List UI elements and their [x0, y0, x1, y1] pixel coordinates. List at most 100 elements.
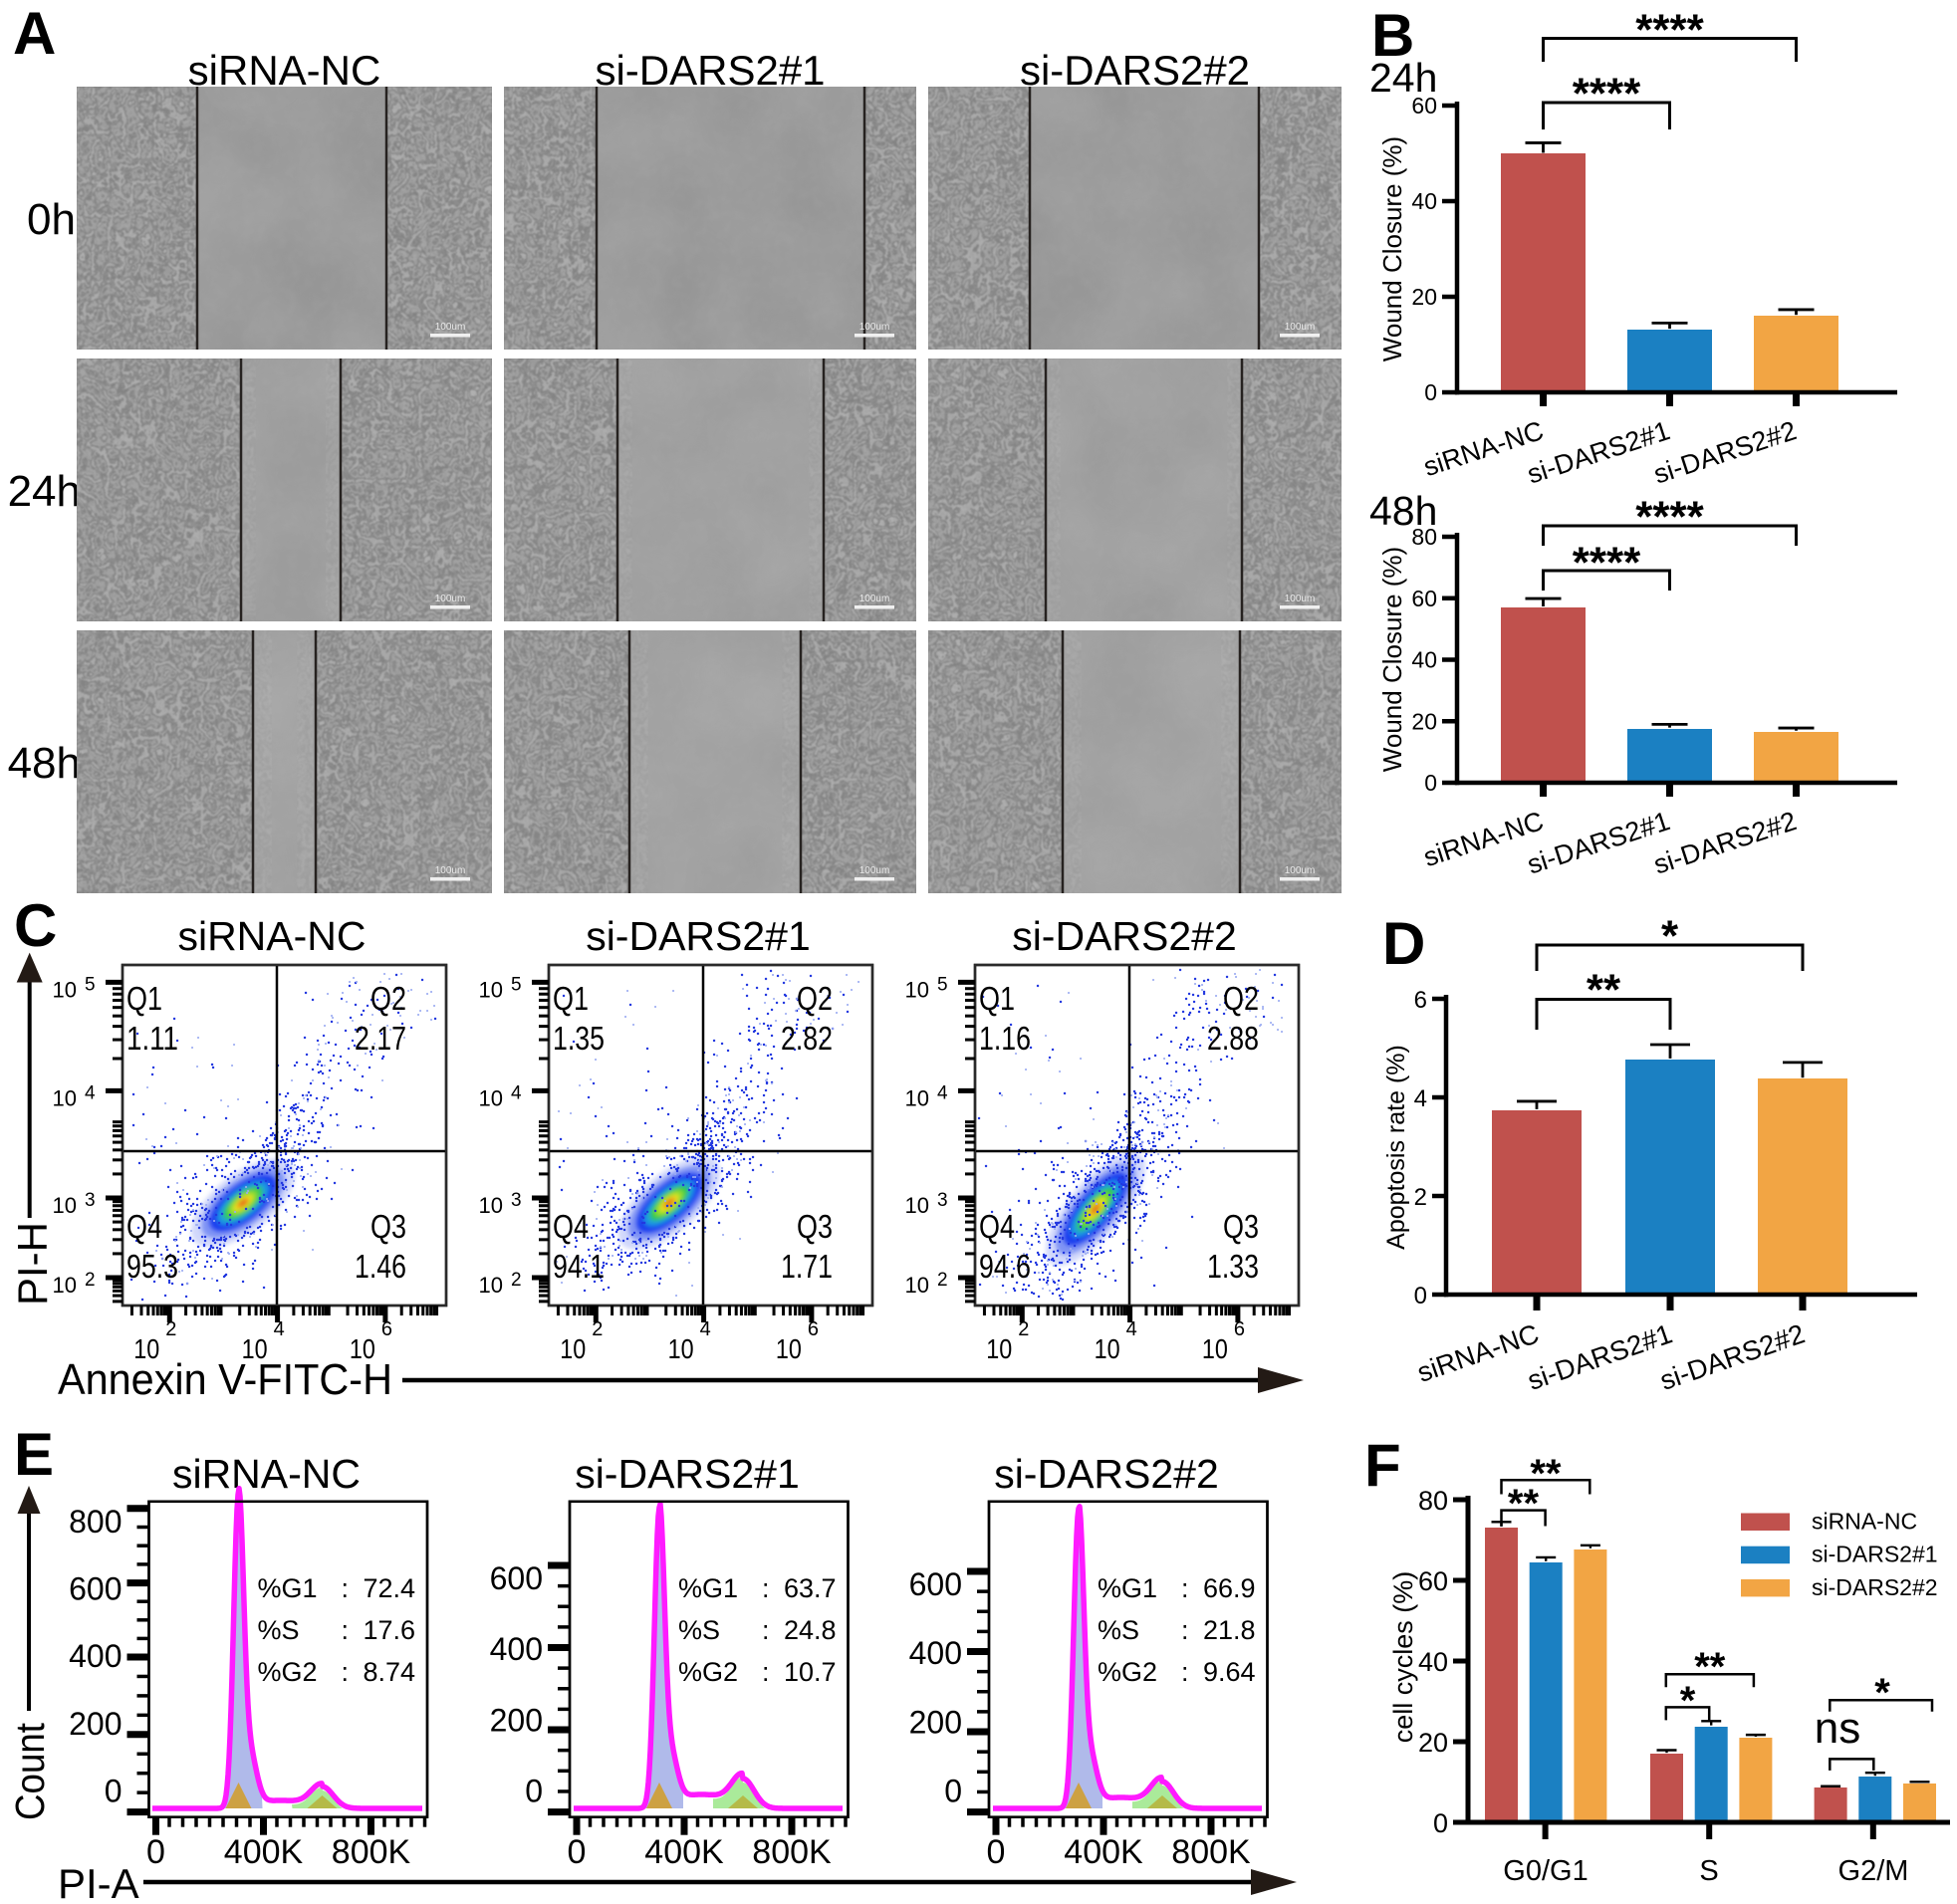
svg-text:Q2: Q2 [370, 980, 406, 1017]
svg-text:200: 200 [490, 1702, 543, 1738]
svg-text:4: 4 [274, 1318, 285, 1340]
svg-text:3: 3 [937, 1190, 948, 1211]
svg-text::: : [342, 1657, 350, 1687]
svg-text:94.1: 94.1 [553, 1248, 605, 1285]
svg-text:10: 10 [560, 1333, 586, 1364]
svg-text:5: 5 [511, 974, 522, 995]
svg-text:100um: 100um [1285, 594, 1316, 604]
svg-text:si-DARS2#1: si-DARS2#1 [595, 47, 825, 94]
svg-text:40: 40 [1411, 188, 1437, 214]
svg-text::: : [342, 1573, 350, 1603]
svg-text:%G1: %G1 [1098, 1573, 1157, 1603]
svg-text:%S: %S [1098, 1615, 1139, 1645]
svg-text:1.46: 1.46 [355, 1248, 406, 1285]
svg-text:80: 80 [1411, 524, 1437, 550]
svg-text:ns: ns [1815, 1704, 1860, 1753]
svg-text:2: 2 [1414, 1184, 1427, 1211]
svg-text:0: 0 [146, 1833, 165, 1871]
svg-text:20: 20 [1418, 1728, 1448, 1758]
svg-text:*: * [1680, 1679, 1696, 1723]
svg-text:Q3: Q3 [1223, 1208, 1259, 1245]
svg-text:6: 6 [381, 1318, 392, 1340]
svg-text:10: 10 [905, 1085, 929, 1110]
svg-text:10: 10 [479, 977, 503, 1002]
svg-text:5: 5 [937, 974, 948, 995]
svg-text:5: 5 [85, 974, 96, 995]
svg-text:600: 600 [909, 1566, 962, 1602]
svg-text:66.9: 66.9 [1203, 1573, 1256, 1603]
svg-text:%G2: %G2 [258, 1657, 318, 1687]
svg-text:600: 600 [69, 1571, 122, 1607]
svg-text:PI-H: PI-H [9, 1222, 56, 1306]
svg-text:60: 60 [1411, 93, 1437, 119]
svg-text:%G2: %G2 [1098, 1657, 1157, 1687]
svg-text:si-DARS2#2: si-DARS2#2 [1012, 913, 1237, 959]
svg-text:2: 2 [1018, 1318, 1029, 1340]
svg-text:10: 10 [668, 1333, 694, 1364]
svg-text:400: 400 [490, 1631, 543, 1667]
svg-text:****: **** [1573, 69, 1641, 118]
svg-text:60: 60 [1411, 586, 1437, 611]
svg-text:2.82: 2.82 [781, 1020, 833, 1057]
svg-text:D: D [1382, 910, 1425, 977]
svg-text::: : [762, 1615, 770, 1645]
svg-text:400K: 400K [224, 1833, 304, 1871]
svg-text:**: ** [1694, 1645, 1726, 1689]
svg-text:800K: 800K [332, 1833, 411, 1871]
svg-text:4: 4 [1126, 1318, 1137, 1340]
svg-text:Q3: Q3 [797, 1208, 833, 1245]
svg-text:24.8: 24.8 [784, 1615, 837, 1645]
svg-text:100um: 100um [435, 594, 466, 604]
svg-text:10: 10 [776, 1333, 802, 1364]
svg-text:0: 0 [1414, 1283, 1427, 1309]
svg-text:Q4: Q4 [979, 1208, 1015, 1245]
svg-text:siRNA-NC: siRNA-NC [172, 1451, 361, 1497]
svg-text:****: **** [1573, 538, 1641, 587]
svg-text:*: * [1661, 911, 1679, 960]
svg-text:1.11: 1.11 [126, 1020, 178, 1057]
svg-text:24h: 24h [8, 467, 81, 516]
svg-text:Annexin V-FITC-H: Annexin V-FITC-H [58, 1355, 392, 1404]
svg-text:**: ** [1587, 965, 1621, 1014]
svg-text:A: A [13, 0, 56, 67]
svg-text:G0/G1: G0/G1 [1503, 1855, 1588, 1887]
svg-text:2: 2 [165, 1318, 176, 1340]
svg-text:100um: 100um [435, 865, 466, 876]
svg-text:Q1: Q1 [553, 980, 589, 1017]
svg-text:0: 0 [987, 1833, 1006, 1871]
svg-text:%G1: %G1 [678, 1573, 738, 1603]
svg-text:20: 20 [1411, 284, 1437, 310]
svg-text:1.33: 1.33 [1207, 1248, 1259, 1285]
svg-text:Wound Closure (%): Wound Closure (%) [1377, 547, 1407, 772]
svg-text:100um: 100um [859, 322, 890, 333]
svg-text:100um: 100um [859, 594, 890, 604]
svg-text:10: 10 [479, 1273, 503, 1298]
svg-text:0: 0 [568, 1833, 587, 1871]
svg-text:0: 0 [944, 1774, 962, 1809]
svg-text:0: 0 [1424, 770, 1437, 796]
svg-text:siRNA-NC: siRNA-NC [1812, 1509, 1917, 1535]
svg-text::: : [1181, 1573, 1189, 1603]
svg-text:Q3: Q3 [370, 1208, 406, 1245]
svg-text:Q1: Q1 [126, 980, 162, 1017]
svg-text:200: 200 [909, 1704, 962, 1740]
svg-text:40: 40 [1418, 1647, 1448, 1677]
svg-text:siRNA-NC: siRNA-NC [188, 47, 381, 94]
svg-text:1.16: 1.16 [979, 1020, 1031, 1057]
svg-text:0: 0 [1433, 1808, 1448, 1838]
svg-text:G2/M: G2/M [1838, 1855, 1909, 1887]
svg-text::: : [1181, 1615, 1189, 1645]
svg-text:72.4: 72.4 [364, 1573, 416, 1603]
svg-text:48h: 48h [8, 739, 81, 788]
svg-text:Q2: Q2 [1223, 980, 1259, 1017]
svg-text:4: 4 [85, 1082, 96, 1103]
svg-text:10: 10 [53, 1085, 77, 1110]
svg-text:100um: 100um [1285, 865, 1316, 876]
svg-text:8.74: 8.74 [364, 1657, 416, 1687]
svg-text:60: 60 [1418, 1566, 1448, 1596]
svg-text:2.17: 2.17 [355, 1020, 406, 1057]
svg-text:4: 4 [700, 1318, 711, 1340]
svg-text:0: 0 [525, 1774, 543, 1809]
svg-text:****: **** [1635, 5, 1704, 54]
svg-text::: : [762, 1657, 770, 1687]
